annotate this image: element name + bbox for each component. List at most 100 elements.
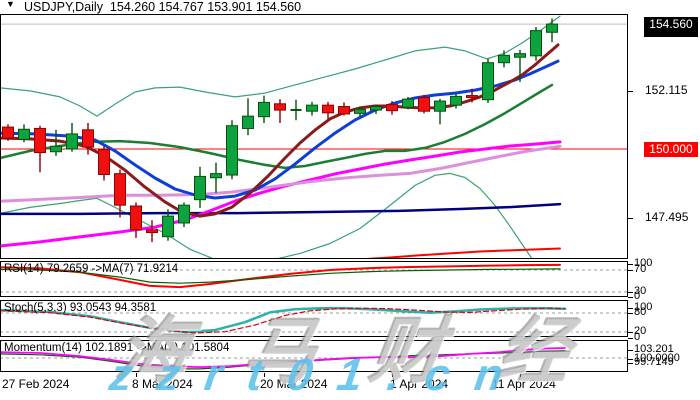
indicator-axis-label: 103.201 [634,343,674,355]
candle[interactable] [386,104,398,112]
chart-titlebar: ▼ USDJPY,Daily 154.260 154.767 153.901 1… [0,0,700,14]
candle[interactable] [466,95,478,98]
main-price-chart[interactable] [0,14,628,259]
candle[interactable] [2,126,14,139]
indicator-axis-tick [628,313,633,314]
candle[interactable] [146,229,158,234]
candle-doji[interactable] [290,108,302,111]
rsi-indicator-label: RSI(14) 79.2659 ->MA(7) 71.9214 [4,263,179,275]
stochastic-panel[interactable] [0,300,628,337]
indicator-axis-label: 99.7149 [634,356,674,368]
price-axis-label: 147.495 [645,210,689,224]
time-axis-label: 27 Feb 2024 [2,377,70,391]
indicator-axis-label: 80 [634,306,647,318]
candle[interactable] [402,98,414,108]
ma-darkgreen-line [0,83,554,170]
candle[interactable] [322,104,334,114]
main-chart-border [0,14,628,259]
candle[interactable] [354,108,366,114]
ma-navy-line [0,202,562,216]
indicator-axis-tick [628,297,633,298]
candle[interactable] [498,54,510,64]
indicator-axis-tick [628,363,633,364]
time-axis-tick [136,373,137,377]
momentum-panel[interactable] [0,340,628,372]
bollinger-upper-band [0,15,561,117]
candle[interactable] [210,173,222,179]
time-axis-label: 1 Apr 2024 [390,377,449,391]
stoch-panel-border [0,300,628,337]
candle[interactable] [130,205,142,231]
candle[interactable] [274,103,286,111]
candle[interactable] [82,129,94,148]
momentum-panel-border [0,340,628,372]
candle[interactable] [34,127,46,154]
time-axis[interactable]: 27 Feb 2024 8 Mar 2024 20 Mar 2024 1 Apr 20… [0,373,628,400]
chart-title: USDJPY,Daily 154.260 154.767 153.901 154… [24,0,301,14]
ma-maroon-line [0,43,560,218]
rsi-ma-line [0,268,561,284]
indicator-axis-tick [628,359,633,360]
price-axis-tick [628,91,633,92]
candle[interactable] [338,106,350,115]
indicator-axis-tick [628,338,633,339]
candle[interactable] [18,128,30,140]
candle[interactable] [450,95,462,106]
candle[interactable] [226,125,238,176]
symbol-dropdown-icon[interactable]: ▼ [6,0,15,9]
time-axis-label: 20 Mar 2024 [260,377,328,391]
ohlc-values: 154.260 154.767 153.901 154.560 [109,0,302,14]
price-axis-label: 152.115 [645,83,688,97]
candle[interactable] [418,96,430,112]
indicator-axis-tick [628,270,633,271]
candle[interactable] [530,30,542,57]
stochastic-indicator-label: Stoch(5,3,3) 93.0543 94.3581 [4,302,157,314]
price-label-partial [644,32,698,37]
candle[interactable] [178,204,190,224]
stoch-d-line [0,307,566,334]
symbol-period-label: USDJPY,Daily [24,0,103,14]
time-axis-label: 8 Mar 2024 [132,377,193,391]
candle[interactable] [306,104,318,112]
price-axis-tick [628,218,633,219]
rsi-panel-border [0,261,628,297]
indicator-axis-label: 70 [634,263,647,275]
candle[interactable] [482,62,494,101]
candle[interactable] [514,53,526,58]
bollinger-lower-band [0,172,533,259]
time-axis-tick [392,373,393,377]
candle[interactable] [258,101,270,118]
indicator-axis-label: 0 [634,331,641,343]
rsi-line [0,263,561,289]
candle[interactable] [194,175,206,201]
momentum-indicator-label: Momentum(14) 102.1891 ->MA(7) 101.5804 [4,342,230,354]
candle[interactable] [98,149,110,175]
indicator-axis-label: 100.0000 [634,352,680,364]
candle[interactable] [66,133,78,150]
rsi-panel[interactable] [0,261,628,297]
price-axis[interactable]: 154.560 152.115 150.000 147.495 100 70 30 0 100 8… [628,0,700,400]
ma-magenta-line [0,140,562,248]
candle[interactable] [242,115,254,129]
indicator-axis-label: 0 [634,290,641,302]
indicator-axis-label: 30 [634,285,647,297]
candle[interactable] [50,145,62,153]
time-axis-label: 11 Apr 2024 [492,377,556,391]
level-price-label: 150.000 [644,141,698,157]
candle[interactable] [162,215,174,238]
candle[interactable] [114,173,126,206]
candle[interactable] [370,106,382,111]
time-axis-tick [520,373,521,377]
indicator-axis-label: 100 [634,257,653,269]
indicator-axis-tick [628,350,633,351]
indicator-axis-tick [628,308,633,309]
ma-red-line [350,247,561,259]
time-axis-tick [264,373,265,377]
candle[interactable] [434,100,446,112]
current-price-label: 154.560 [644,16,698,32]
indicator-axis-label: 100 [634,301,653,313]
candle[interactable] [546,23,558,33]
indicator-axis-tick [628,264,633,265]
indicator-axis-tick [628,292,633,293]
